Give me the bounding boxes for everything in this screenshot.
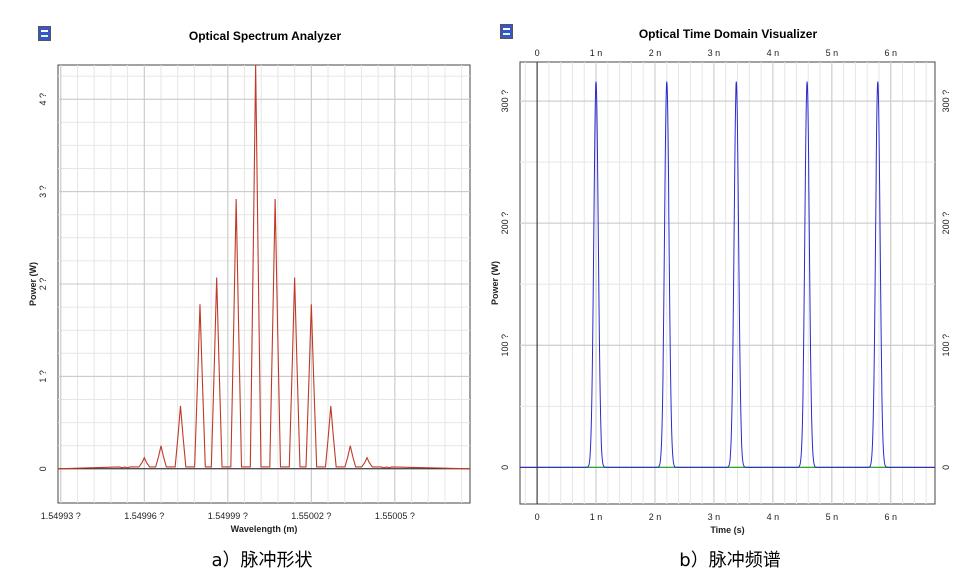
- caption-a: a）脉冲形状: [211, 550, 313, 571]
- x-tick-label: 2 n: [649, 512, 662, 522]
- y-tick-label: 2 ?: [38, 278, 48, 291]
- chart-title-otdv: Optical Time Domain Visualizer: [638, 27, 818, 41]
- x-tick-label-top: 5 n: [826, 48, 839, 58]
- pulse-train-line: [520, 81, 935, 468]
- x-tick-label: 0: [535, 512, 540, 522]
- x-tick-label: 1.54993 ?: [41, 511, 81, 521]
- y-tick-label: 0: [38, 466, 48, 471]
- y-tick-label-right: 300 ?: [941, 90, 951, 113]
- y-tick-label: 200 ?: [500, 212, 510, 235]
- x-axis-label: Wavelength (m): [231, 524, 298, 534]
- x-axis-label: Time (s): [710, 525, 744, 535]
- y-tick-label-right: 100 ?: [941, 334, 951, 357]
- x-tick-label: 1.55002 ?: [291, 511, 331, 521]
- x-tick-label: 5 n: [826, 512, 839, 522]
- y-tick-label: 0: [500, 465, 510, 470]
- x-tick-label: 1.54996 ?: [124, 511, 164, 521]
- x-tick-label: 1 n: [590, 512, 603, 522]
- x-tick-label-top: 0: [535, 48, 540, 58]
- x-tick-label: 4 n: [767, 512, 780, 522]
- x-tick-label: 1.54999 ?: [208, 511, 248, 521]
- x-tick-label: 6 n: [885, 512, 898, 522]
- x-tick-label-top: 2 n: [649, 48, 662, 58]
- otdv-window-icon: [500, 24, 513, 39]
- y-tick-label: 4 ?: [38, 93, 48, 106]
- caption-b: b）脉冲频谱: [679, 550, 781, 571]
- y-axis-label: Power (W): [28, 262, 38, 306]
- x-tick-label-top: 6 n: [885, 48, 898, 58]
- x-tick-label: 1.55005 ?: [375, 511, 415, 521]
- osa-window-icon: [38, 26, 51, 41]
- y-tick-label: 1 ?: [38, 370, 48, 383]
- plot-area: [519, 61, 936, 505]
- x-tick-label-top: 1 n: [590, 48, 603, 58]
- y-tick-label: 3 ?: [38, 185, 48, 198]
- y-tick-label: 100 ?: [500, 334, 510, 357]
- x-tick-label-top: 4 n: [767, 48, 780, 58]
- x-tick-label-top: 3 n: [708, 48, 721, 58]
- y-tick-label-right: 0: [941, 465, 951, 470]
- x-tick-label: 3 n: [708, 512, 721, 522]
- chart-title-osa: Optical Spectrum Analyzer: [188, 29, 342, 43]
- y-tick-label-right: 200 ?: [941, 212, 951, 235]
- y-tick-label: 300 ?: [500, 90, 510, 113]
- y-axis-label: Power (W): [490, 261, 500, 305]
